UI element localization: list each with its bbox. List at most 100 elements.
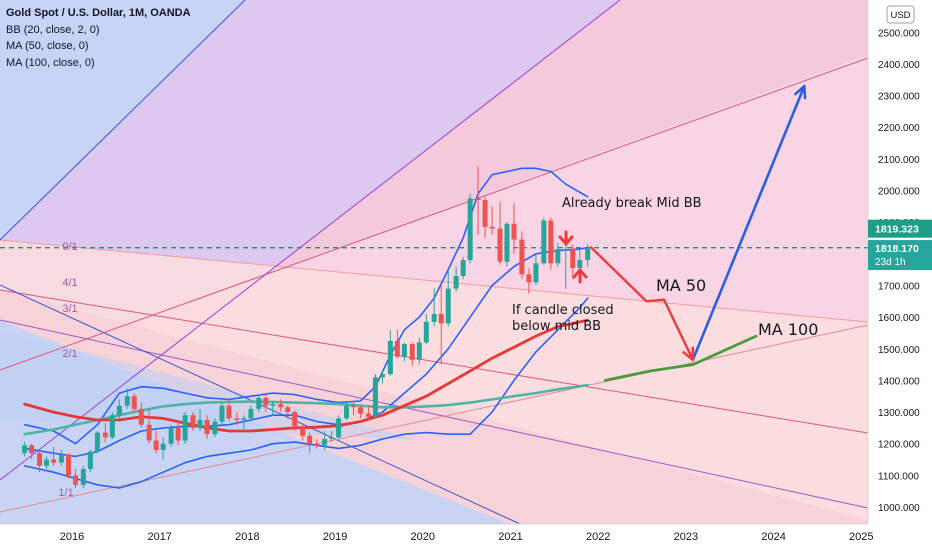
candle-body-57 [438,313,444,324]
candle-body-56 [431,313,437,322]
candle-body-75 [570,249,576,269]
candle-body-9 [87,451,93,470]
candle-body-28 [226,405,232,419]
chart-legend: Gold Spot / U.S. Dollar, 1M, OANDA BB (2… [6,5,191,71]
candle-body-47 [365,413,371,417]
candle-body-12 [109,415,115,438]
candle-body-37 [292,412,298,427]
ma100-forecast-line [603,334,758,382]
y-tick-label-7: 1700.000 [878,281,920,292]
candles [22,166,591,489]
projection-blue-arrowhead [794,84,807,100]
candle-body-32 [256,397,262,409]
candle-body-74 [563,249,569,251]
candle-body-16 [138,408,144,425]
projection-red-arrowhead [682,346,695,362]
candle-body-52 [401,344,407,357]
candle-body-15 [131,396,137,409]
candle-body-46 [358,407,364,414]
x-tick-label-6: 2022 [586,531,610,543]
price-tag-1-label: 1819.323 [875,224,919,236]
candle-body-30 [241,418,247,420]
candle-body-55 [423,321,429,343]
currency-box [886,5,915,24]
price-tag-2-bg [868,240,932,271]
note-ma100: MA 100 [758,320,818,339]
fan-label-3: 2/1 [62,348,77,360]
ma100-line [23,383,589,436]
y-tick-label-3: 1300.000 [878,408,920,419]
bb-upper-line [23,167,589,445]
fan-lines [0,0,868,524]
legend-bb: BB (20, close, 2, 0) [6,23,100,36]
fan-background [0,0,868,524]
candle-body-39 [307,435,313,444]
y-tick-label-5: 1500.000 [878,345,920,356]
annotations: 0/1 4/1 3/1 2/1 1/1 Already break Mid BB If ca… [58,196,818,499]
x-tick-label-9: 2025 [849,531,873,543]
bb-mid-line [23,246,589,458]
candle-body-58 [445,288,451,324]
candle-body-34 [270,404,276,406]
y-tick-label-15: 2500.000 [878,28,920,39]
candle-body-31 [248,408,254,419]
candle-body-10 [94,432,100,452]
y-tick-label-0: 1000.000 [878,503,920,514]
y-tick-label-12: 2200.000 [878,123,920,134]
candle-body-40 [314,443,320,446]
candle-body-21 [175,427,181,441]
x-tick-label-5: 2021 [498,531,522,543]
fan-label-1: 4/1 [62,277,77,289]
legend-ma100: MA (100, close, 0) [6,56,95,69]
fan-line-0 [0,239,868,323]
y-tick-label-2: 1200.000 [878,440,920,451]
candle-body-23 [190,415,196,428]
candle-body-0 [22,445,28,454]
fan-label-4: 1/1 [58,487,73,499]
candle-body-19 [160,443,166,451]
candle-body-25 [204,419,210,435]
fan-line-up3 [0,0,246,241]
candle-body-53 [409,344,415,360]
projection-blue-path [691,84,806,362]
x-tick-label-0: 2016 [60,531,84,543]
legend-ma50: MA (50, close, 0) [6,40,89,52]
candle-body-73 [555,249,561,264]
candle-body-71 [541,220,547,264]
candle-body-59 [453,275,459,289]
y-tick-label-10: 2000.000 [878,187,920,198]
candle-body-36 [285,407,291,413]
candle-body-6 [65,454,71,476]
x-tick-label-1: 2017 [147,531,171,543]
note-already-break: Already break Mid BB [562,196,702,211]
y-tick-label-11: 2100.000 [878,155,920,166]
x-tick-label-8: 2024 [761,531,785,543]
y-tick-label-13: 2300.000 [878,92,920,103]
candle-body-5 [58,454,64,463]
candle-body-2 [37,453,43,466]
candle-body-20 [168,427,174,444]
candle-body-76 [577,260,583,269]
candle-body-42 [329,437,335,439]
fan-label-0: 0/1 [62,241,77,253]
candle-body-22 [182,415,188,441]
signal-arrow-down [558,230,574,247]
candle-body-14 [124,396,130,406]
candle-body-69 [526,274,532,283]
candle-body-72 [548,220,554,264]
candle-body-67 [511,223,517,240]
candle-body-43 [336,418,342,438]
candle-body-50 [387,340,393,375]
fan-line-4 [0,289,868,434]
candle-body-1 [29,445,35,454]
projection-red-path [590,246,695,361]
candle-body-26 [212,421,218,435]
candle-body-33 [263,397,269,406]
fan-line-up2 [0,0,621,481]
currency-label: USD [890,10,910,21]
note-if-candle: If candle closed [512,303,614,318]
bg-zone-pink-upper [0,0,868,480]
signal-arrow-up [572,267,588,284]
note-ma50: MA 50 [656,276,706,295]
